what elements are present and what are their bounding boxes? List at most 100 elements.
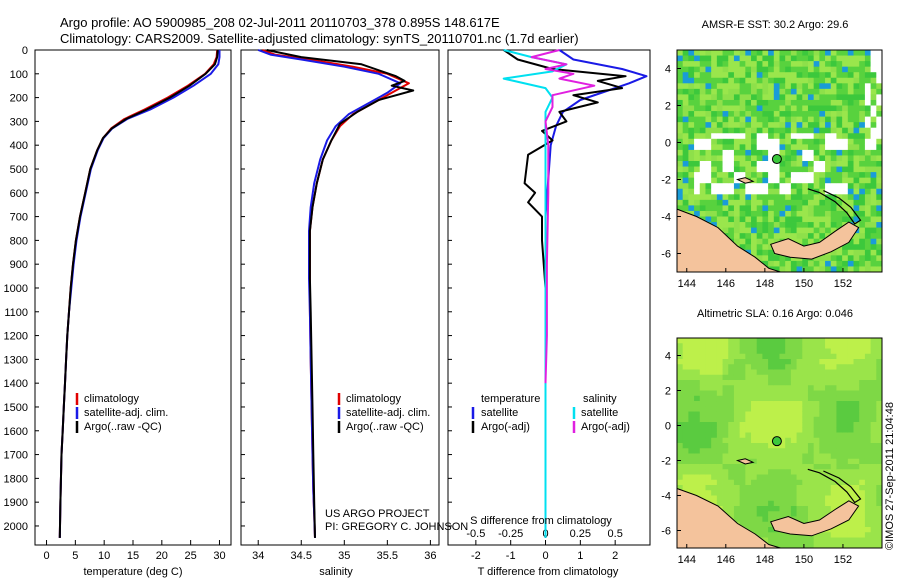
map-cell	[785, 199, 792, 206]
map-cell	[745, 216, 752, 223]
map-cell	[876, 111, 883, 117]
map-cell	[722, 343, 729, 349]
map-cell	[728, 194, 735, 201]
map-cell	[813, 511, 820, 517]
map-cell	[677, 111, 684, 117]
map-cell	[790, 122, 797, 129]
map-cell	[842, 532, 849, 538]
x-tick-label: 15	[127, 550, 139, 562]
map-cell	[870, 161, 877, 167]
map-cell	[745, 144, 752, 151]
map-cell	[847, 374, 854, 381]
map-cell	[705, 55, 712, 62]
map-cell	[864, 527, 872, 533]
map-cell	[853, 380, 860, 386]
map-cell	[768, 469, 775, 475]
map-cell	[677, 161, 684, 167]
map-cell	[773, 364, 780, 370]
map-cell	[859, 469, 866, 475]
map-cell	[870, 364, 877, 370]
map-cell	[688, 411, 695, 418]
map-cell	[682, 385, 689, 391]
map-cell	[819, 453, 826, 460]
map-cell	[847, 111, 854, 117]
sst-map-title: AMSR-E SST: 30.2 Argo: 29.6	[702, 19, 849, 31]
map-cell	[830, 260, 837, 267]
map-cell	[779, 500, 786, 507]
map-cell	[813, 133, 820, 140]
map-cell	[876, 88, 883, 95]
map-cell	[716, 411, 723, 418]
map-cell	[762, 172, 769, 179]
map-cell	[842, 395, 849, 402]
map-cell	[768, 359, 775, 365]
land-new-britain	[770, 221, 860, 260]
map-cell	[813, 437, 820, 444]
map-cell	[836, 353, 843, 360]
map-cell	[853, 161, 860, 167]
map-cell	[688, 437, 695, 444]
map-cell	[716, 116, 723, 123]
map-cell	[773, 490, 780, 496]
map-cell	[870, 380, 877, 386]
map-cell	[722, 127, 729, 134]
map-cell	[864, 66, 872, 73]
map-cell	[819, 116, 826, 123]
map-cell	[819, 495, 826, 502]
map-cell	[711, 364, 718, 370]
map-cell	[847, 194, 854, 201]
map-cell	[699, 437, 706, 444]
map-cell	[688, 395, 695, 402]
map-cell	[733, 77, 741, 84]
map-cell	[756, 161, 763, 167]
map-cell	[813, 172, 820, 179]
map-cell	[813, 149, 820, 156]
map-cell	[830, 390, 837, 397]
map-cell	[762, 83, 769, 90]
map-cell	[756, 443, 763, 449]
map-cell	[733, 172, 741, 179]
map-cell	[796, 437, 803, 444]
depth-tick-label: 600	[10, 188, 28, 200]
map-cell	[768, 77, 775, 84]
map-cell	[790, 453, 797, 460]
map-cell	[836, 416, 843, 423]
map-cell	[756, 353, 763, 360]
map-cell	[842, 260, 849, 267]
map-cell	[813, 364, 820, 370]
x-tick-label: 0	[542, 550, 548, 562]
map-cell	[688, 448, 695, 454]
map-cell	[807, 66, 815, 73]
map-cell	[847, 122, 854, 129]
map-cell	[711, 127, 718, 134]
map-cell	[876, 233, 883, 240]
map-cell	[751, 458, 758, 465]
map-cell	[739, 432, 746, 439]
map-cell	[716, 166, 723, 173]
map-cell	[768, 99, 775, 106]
map-cell	[756, 527, 763, 533]
map-cell	[802, 401, 809, 407]
map-cell	[807, 194, 815, 201]
map-cell	[864, 144, 872, 151]
map-cell	[745, 380, 752, 386]
map-cell	[722, 395, 729, 402]
map-cell	[768, 364, 775, 370]
map-cell	[699, 144, 706, 151]
map-cell	[796, 458, 803, 465]
map-cell	[802, 427, 809, 433]
map-cell	[853, 395, 860, 402]
map-cell	[779, 511, 786, 517]
legend-temperature-header: temperature	[481, 393, 540, 405]
panel-frame	[447, 49, 651, 546]
map-cell	[688, 338, 695, 344]
map-cell	[864, 364, 872, 370]
map-cell	[825, 437, 832, 444]
map-cell	[699, 343, 706, 349]
map-cell	[779, 343, 786, 349]
map-cell	[779, 485, 786, 491]
map-cell	[705, 94, 712, 101]
map-cell	[876, 495, 883, 502]
map-cell	[739, 395, 746, 402]
map-cell	[790, 227, 797, 234]
